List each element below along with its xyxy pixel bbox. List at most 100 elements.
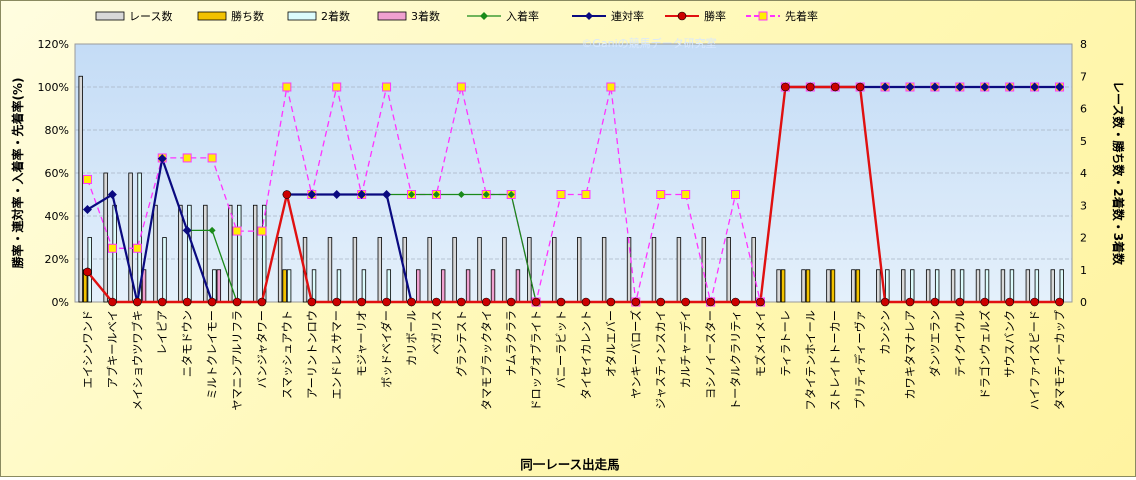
point-series-4 <box>507 191 515 198</box>
point-series-7 <box>731 190 741 199</box>
bar-1 <box>701 237 707 303</box>
category-label: ミルトクレイモー <box>206 310 219 400</box>
legend-marker <box>480 12 488 20</box>
legend-marker <box>758 11 768 21</box>
point-series-7 <box>681 190 691 199</box>
category-label: メイショウツワブキ <box>130 310 144 411</box>
category-label: ストレイトトーカー <box>829 310 842 411</box>
category-label: モジャーリオ <box>356 310 369 377</box>
point-series-6 <box>980 297 990 307</box>
point-series-7 <box>282 82 292 92</box>
category-label: アブキールベイ <box>105 310 119 388</box>
point-series-7 <box>132 243 142 253</box>
category-label: ヤマニンアルリフラ <box>231 310 244 411</box>
legend-label: 2着数 <box>321 9 350 23</box>
left-tick-label: 20% <box>45 253 69 266</box>
point-series-6 <box>1005 297 1014 307</box>
category-label: サウスバンク <box>1004 310 1017 378</box>
point-series-5 <box>82 205 92 215</box>
markers <box>82 82 1065 307</box>
bar-1 <box>327 237 333 303</box>
point-series-4 <box>208 226 216 234</box>
point-series-6 <box>282 190 292 199</box>
bar-3 <box>237 204 242 303</box>
bar-1 <box>252 204 258 303</box>
bar-3 <box>187 204 192 303</box>
point-series-4 <box>407 191 415 198</box>
category-label: カルチャーデイ <box>679 310 693 388</box>
y-axis-title-left: 勝率・連対率・入着率・先着率(%) <box>10 78 25 269</box>
legend-marker <box>677 11 687 21</box>
bar-1 <box>876 269 881 303</box>
point-series-6 <box>133 297 142 307</box>
point-series-6 <box>855 82 865 92</box>
point-series-5 <box>1030 82 1040 92</box>
bar-1 <box>851 269 856 303</box>
point-series-7 <box>257 226 267 236</box>
point-series-5 <box>382 190 392 199</box>
bar-1 <box>726 237 731 303</box>
bar-1 <box>178 204 183 303</box>
watermark: ©Ganiの競馬データ研究室 <box>581 36 716 50</box>
bar-3 <box>984 269 990 303</box>
left-tick-label: 80% <box>45 124 69 137</box>
point-series-5 <box>955 82 965 92</box>
point-series-6 <box>606 297 616 307</box>
bar-1 <box>826 269 831 303</box>
category-label: エイシンワンド <box>81 310 94 388</box>
y-axis-title-right: レース数・勝ち数・2着数・3着数 <box>1111 81 1126 266</box>
category-label: ドラゴンウェルズ <box>978 310 992 400</box>
bar-3 <box>910 269 915 303</box>
bar-3 <box>162 237 167 303</box>
bar-1 <box>552 237 557 303</box>
category-label: ナムラクララ <box>505 310 518 376</box>
legend-label: 連対率 <box>611 9 644 23</box>
bar-1 <box>577 237 582 303</box>
legend-swatch <box>95 11 125 21</box>
category-label: カリボール <box>405 310 418 366</box>
bar-1 <box>626 237 632 303</box>
point-series-6 <box>706 297 715 307</box>
point-series-6 <box>930 297 940 307</box>
category-label: モズメイメイ <box>753 310 767 377</box>
category-label: グランテスト <box>454 310 468 377</box>
point-series-5 <box>905 82 915 92</box>
bar-1 <box>452 237 457 303</box>
point-series-7 <box>332 82 342 92</box>
category-label: カワキタマナレア <box>904 310 917 400</box>
bar-1 <box>950 269 956 303</box>
point-series-5 <box>1055 82 1065 92</box>
bar-3 <box>1034 269 1040 303</box>
point-series-7 <box>207 153 217 163</box>
right-tick-label: 3 <box>1080 199 1087 212</box>
point-series-6 <box>232 297 242 307</box>
legend-label: 勝率 <box>704 9 726 23</box>
category-label: タイセイカレント <box>580 310 593 400</box>
bar-1 <box>153 204 158 303</box>
point-series-6 <box>631 297 641 307</box>
bar-4 <box>416 269 421 303</box>
point-series-6 <box>357 297 366 307</box>
bar-4 <box>216 269 222 303</box>
bar-3 <box>112 204 117 303</box>
right-tick-label: 2 <box>1080 232 1087 245</box>
bar-1 <box>676 237 682 303</box>
point-series-6 <box>830 82 840 92</box>
bar-1 <box>377 237 383 303</box>
bar-3 <box>934 269 940 303</box>
bar-1 <box>651 237 657 303</box>
point-series-6 <box>581 297 591 307</box>
category-label: オタルエバー <box>605 310 618 377</box>
point-series-7 <box>107 243 117 253</box>
bar-3 <box>1009 269 1015 303</box>
point-series-6 <box>656 297 666 307</box>
bar-3 <box>386 269 392 303</box>
left-tick-label: 40% <box>45 210 69 223</box>
point-series-6 <box>681 297 690 307</box>
category-label: バンジャタワー <box>256 310 269 388</box>
category-label: タマモティーカップ <box>1054 310 1067 410</box>
bar-2 <box>780 269 786 303</box>
point-series-5 <box>357 190 367 199</box>
point-series-5 <box>157 154 167 164</box>
point-series-7 <box>656 190 666 199</box>
